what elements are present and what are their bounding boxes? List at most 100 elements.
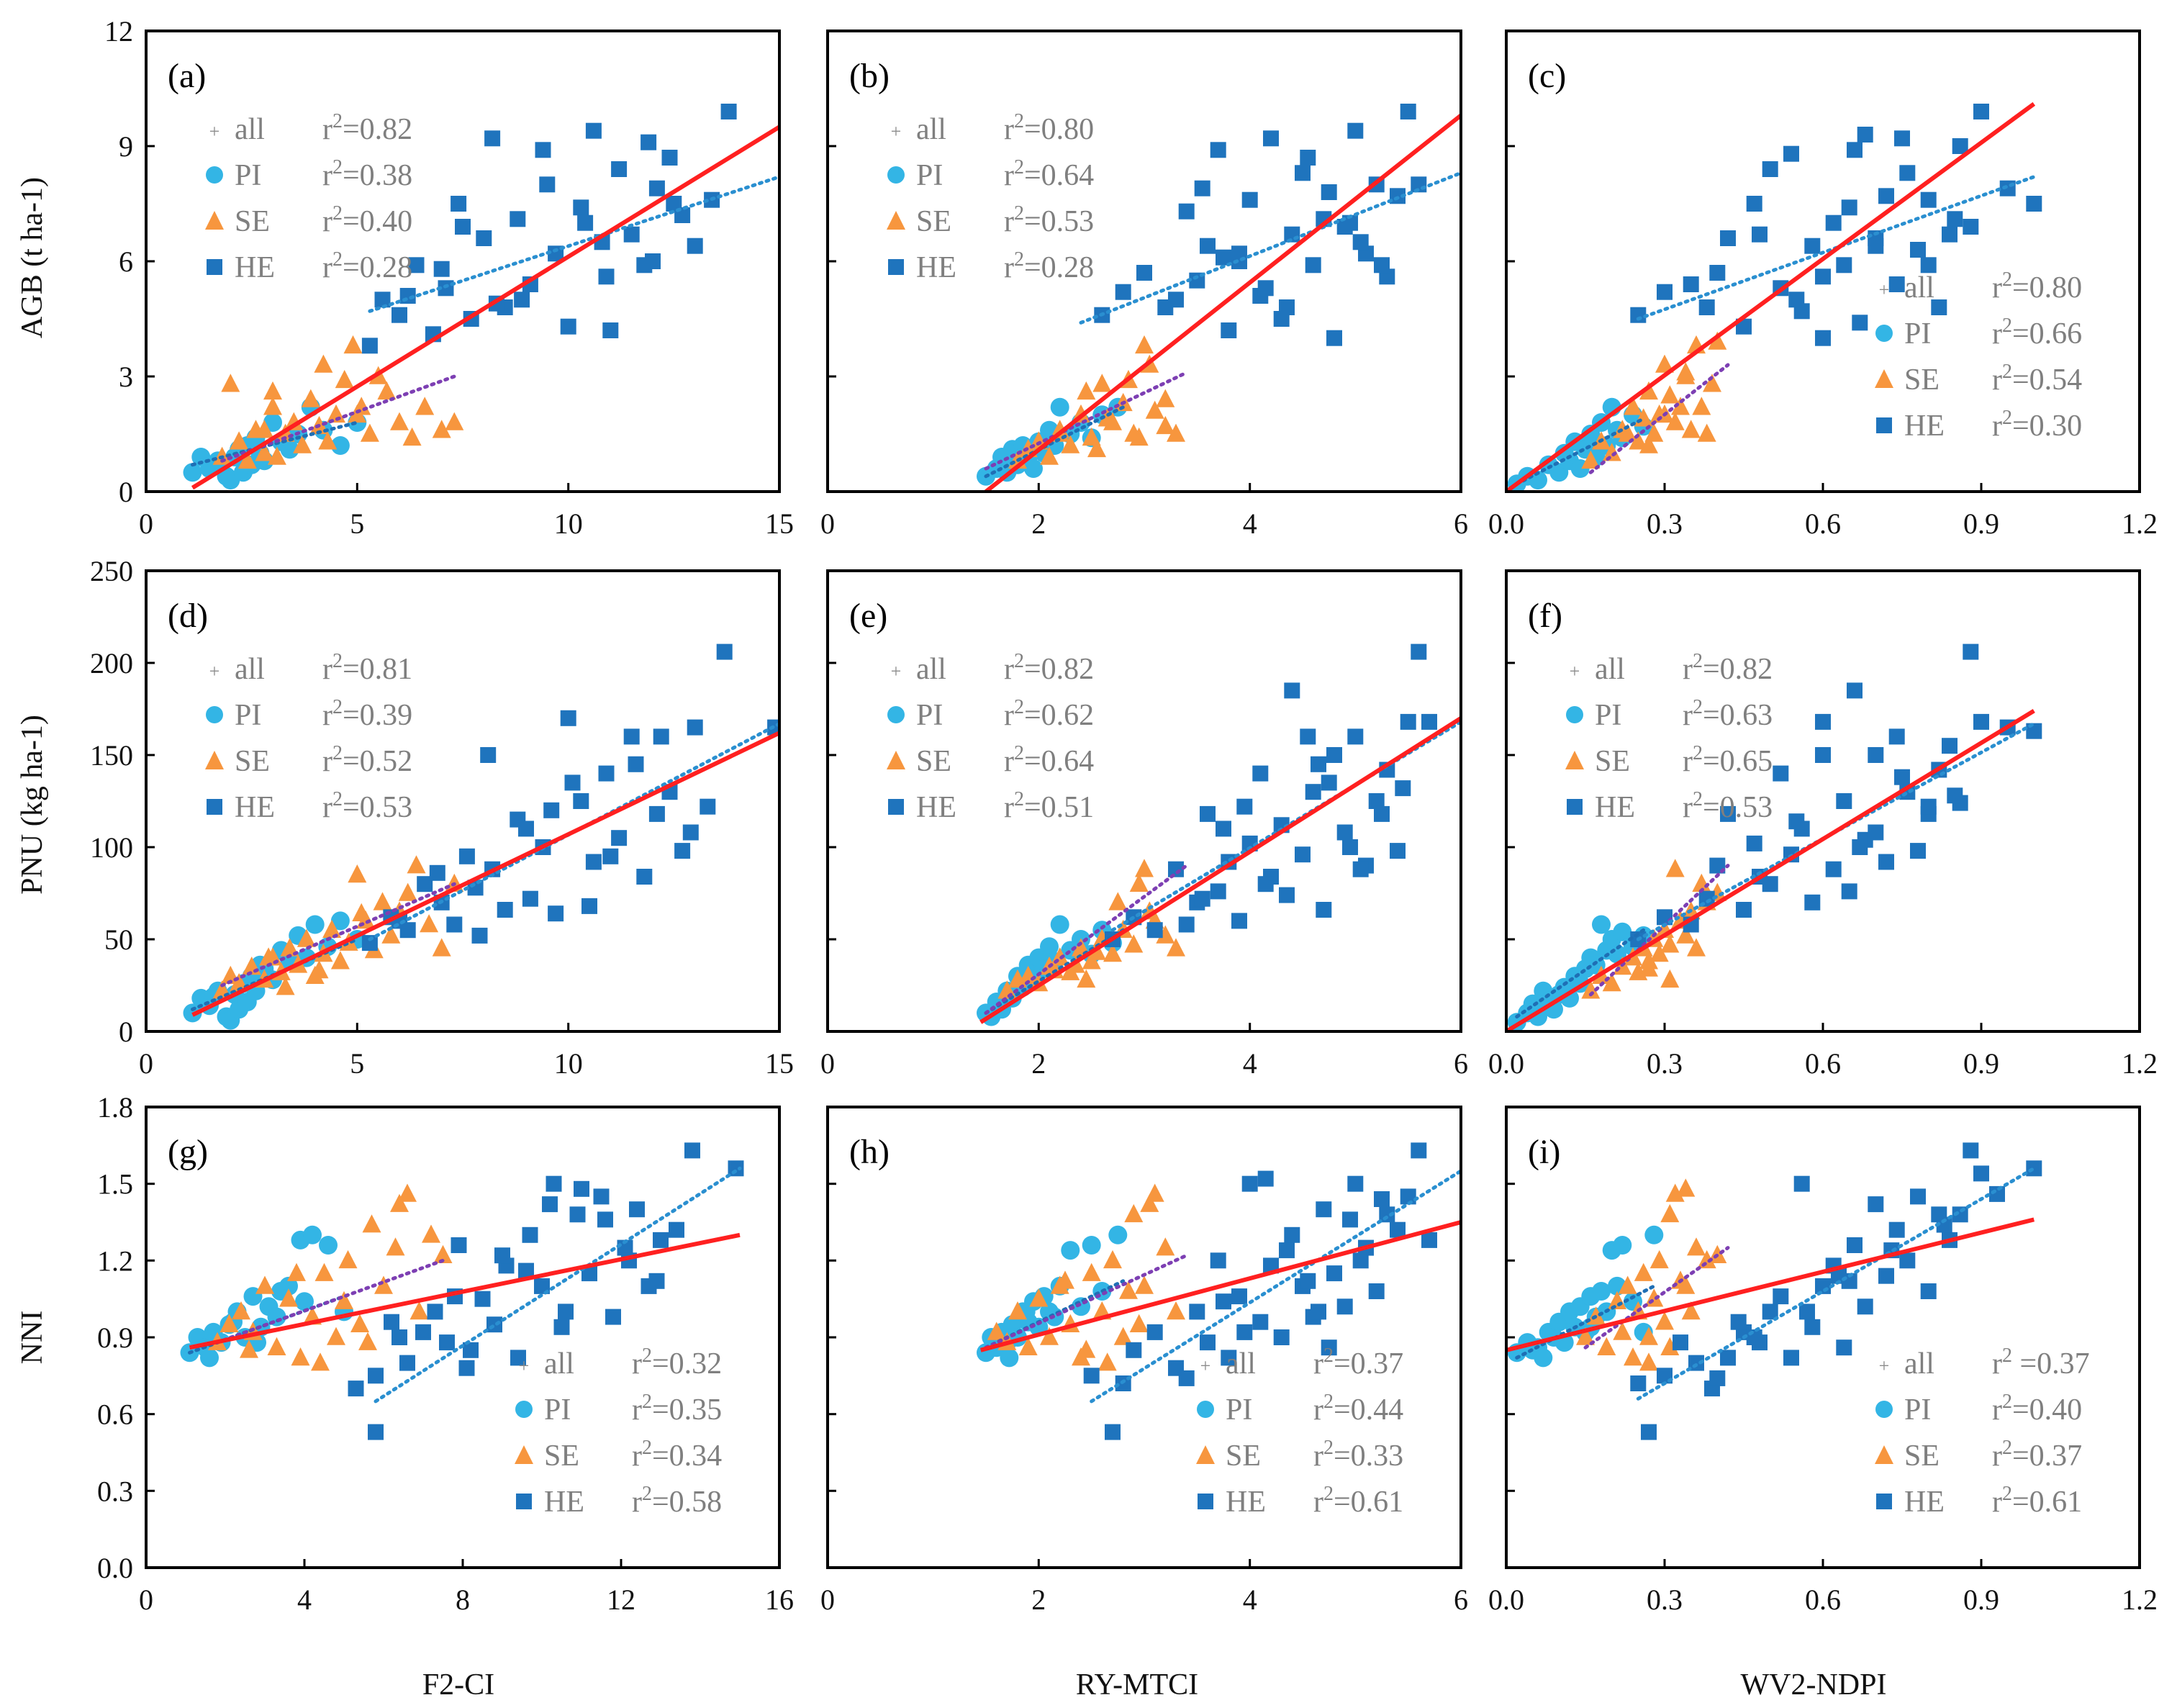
panel-i-point-HE-29 bbox=[1973, 1165, 1989, 1182]
panel-d-legend-r2-PI: r2=0.39 bbox=[322, 696, 412, 732]
panel-f-fit-all bbox=[1506, 709, 2035, 1031]
panel-e-frame bbox=[826, 569, 1462, 1033]
panel-h-point-PI-19 bbox=[1000, 1348, 1019, 1368]
panel-h-point-HE-3 bbox=[1146, 1324, 1163, 1340]
panel-d-ytick-label-5: 250 bbox=[90, 555, 133, 587]
panel-h-point-SE-16 bbox=[1156, 1237, 1175, 1256]
panel-f-point-HE-14 bbox=[1836, 793, 1852, 809]
panel-a-point-HE-18 bbox=[598, 268, 615, 285]
panel-e-fit-all bbox=[979, 716, 1461, 1024]
panel-i-fit-all bbox=[1506, 1217, 2035, 1352]
panel-c-point-HE-39 bbox=[1852, 315, 1868, 331]
panel-h-legend-marker-SE bbox=[1196, 1445, 1215, 1464]
panel-g-legend-label-SE: SE bbox=[544, 1440, 579, 1473]
panel-i-point-HE-24 bbox=[1920, 1283, 1937, 1299]
panel-g-point-SE-24 bbox=[358, 1332, 377, 1350]
panel-e-xtick-label-1: 2 bbox=[1031, 1047, 1046, 1080]
panel-e-point-HE-23 bbox=[1390, 843, 1406, 859]
panel-i-legend-label-all: all bbox=[1904, 1347, 1934, 1381]
panel-b-point-SE-17 bbox=[1097, 408, 1117, 427]
panel-g-point-SE-13 bbox=[362, 1214, 381, 1233]
panel-e-series-HE bbox=[1105, 643, 1437, 947]
panel-c-xtick-label-2: 0.6 bbox=[1805, 507, 1841, 540]
panel-d-point-HE-3 bbox=[417, 876, 433, 893]
panel-i: 0.0 0.3 0.6 0.9 1.2 (i) + all r2 =0.37 PI r2=0.40 S… bbox=[1488, 1106, 2158, 1616]
panel-e-point-HE-37 bbox=[1194, 890, 1210, 907]
panel-e-point-HE-2 bbox=[1146, 922, 1163, 939]
panel-d-point-HE-13 bbox=[548, 905, 564, 922]
panel-i-point-HE-28 bbox=[1963, 1142, 1979, 1159]
panel-g-point-HE-15 bbox=[546, 1175, 562, 1192]
panel-i-point-HE-6 bbox=[1720, 1350, 1736, 1366]
panel-d-point-HE-35 bbox=[543, 802, 560, 818]
panel-f-point-HE-37 bbox=[1920, 798, 1937, 815]
panel-g-point-PI-21 bbox=[295, 1292, 314, 1311]
panel-g-xtick-label-1: 4 bbox=[297, 1583, 312, 1616]
panel-i-point-HE-9 bbox=[1762, 1303, 1778, 1320]
panel-e-point-HE-14 bbox=[1295, 846, 1311, 863]
panel-a-point-SE-18 bbox=[360, 423, 379, 442]
panel-i-legend-marker-all: + bbox=[1879, 1355, 1890, 1376]
panel-i-point-SE-12 bbox=[1655, 1311, 1674, 1330]
panel-c-point-HE-12 bbox=[1815, 330, 1831, 346]
panel-h-point-HE-17 bbox=[1316, 1201, 1332, 1218]
panel-g-point-SE-11 bbox=[338, 1250, 358, 1269]
panel-e-legend-r2-all: r2=0.82 bbox=[1004, 650, 1094, 686]
panel-e-point-HE-27 bbox=[1178, 916, 1195, 933]
panel-h-legend-marker-PI bbox=[1197, 1401, 1214, 1418]
panel-d-point-HE-5 bbox=[446, 916, 463, 933]
panel-h-point-HE-11 bbox=[1252, 1314, 1269, 1330]
panel-f-point-PI-13 bbox=[1592, 915, 1611, 934]
panel-h-series-SE bbox=[987, 1183, 1185, 1371]
panel-a-point-SE-20 bbox=[377, 381, 397, 400]
panel-e-point-SE-12 bbox=[1124, 934, 1144, 953]
panel-c-point-PI-2 bbox=[1529, 471, 1547, 489]
panel-d-legend-r2-SE: r2=0.52 bbox=[322, 742, 412, 778]
panel-c-point-HE-3 bbox=[1709, 265, 1726, 281]
panel-d-ytick-label-0: 0 bbox=[119, 1016, 133, 1048]
panel-c-point-HE-1 bbox=[1657, 284, 1673, 300]
panel-f-point-SE-21 bbox=[1660, 969, 1680, 988]
panel-i-point-PI-17 bbox=[1613, 1236, 1632, 1255]
panel-i-point-PI-20 bbox=[1644, 1225, 1664, 1244]
panel-g-point-HE-32 bbox=[597, 1211, 613, 1228]
panel-c-point-HE-21 bbox=[1910, 242, 1926, 258]
panel-d-legend-marker-HE bbox=[207, 799, 222, 815]
panel-a-point-SE-6 bbox=[263, 397, 282, 415]
panel-i-legend-label-SE: SE bbox=[1904, 1440, 1940, 1473]
panel-d-legend-marker-SE bbox=[205, 751, 224, 769]
panel-g-point-HE-7 bbox=[451, 1237, 467, 1253]
panel-h-legend-marker-HE bbox=[1198, 1494, 1213, 1509]
panel-h-point-HE-18 bbox=[1326, 1265, 1342, 1282]
panel-c-fit-all bbox=[1506, 101, 2036, 492]
panel-g-point-HE-36 bbox=[574, 1180, 589, 1197]
panel-g-point-HE-8 bbox=[463, 1342, 479, 1358]
panel-c-legend-label-all: all bbox=[1904, 271, 1934, 304]
panel-h-point-HE-20 bbox=[1347, 1175, 1364, 1192]
panel-g-point-HE-6 bbox=[439, 1334, 455, 1351]
panel-g-xtick-label-0: 0 bbox=[139, 1583, 153, 1616]
panel-i-point-SE-22 bbox=[1660, 1337, 1680, 1355]
panel-f-point-HE-5 bbox=[1736, 902, 1752, 918]
panel-i-point-HE-10 bbox=[1773, 1288, 1789, 1305]
panel-c-point-HE-13 bbox=[1825, 214, 1842, 231]
panel-d-data bbox=[183, 643, 779, 1030]
panel-c-legend-marker-PI bbox=[1875, 325, 1893, 342]
panel-h-point-PI-16 bbox=[1082, 1236, 1101, 1255]
panel-c-fit-SE bbox=[1588, 363, 1730, 474]
panel-f-point-HE-24 bbox=[1942, 738, 1958, 754]
panel-f-legend-label-all: all bbox=[1595, 653, 1625, 686]
panel-c-point-HE-29 bbox=[1752, 226, 1768, 243]
panel-d-xtick-label-2: 10 bbox=[554, 1047, 583, 1080]
panel-d-point-SE-15 bbox=[348, 864, 367, 883]
panel-a-point-HE-3 bbox=[408, 257, 425, 274]
panel-a-point-SE-13 bbox=[318, 431, 338, 450]
panel-i-legend-r2-PI: r2=0.40 bbox=[1992, 1391, 2082, 1427]
panel-d-point-HE-36 bbox=[602, 848, 619, 864]
panel-g-point-HE-38 bbox=[368, 1424, 384, 1440]
panel-d-point-SE-29 bbox=[259, 947, 279, 966]
panel-g-legend-marker-HE bbox=[516, 1494, 532, 1509]
panel-g-point-HE-33 bbox=[648, 1273, 665, 1289]
panel-g-point-HE-18 bbox=[581, 1265, 597, 1282]
panel-g-point-HE-19 bbox=[593, 1188, 610, 1205]
